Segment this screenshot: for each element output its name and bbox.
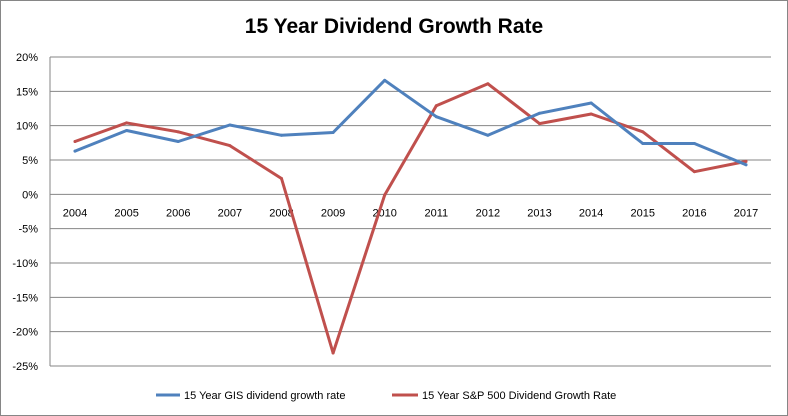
x-tick-label: 2017 — [734, 207, 758, 219]
legend-item-1: 15 Year S&P 500 Dividend Growth Rate — [392, 390, 616, 402]
data-point — [73, 149, 77, 153]
data-point — [589, 101, 593, 105]
x-tick-label: 2006 — [166, 207, 190, 219]
y-tick-label: -25% — [12, 361, 38, 373]
data-point — [279, 177, 283, 181]
x-tick-label: 2012 — [476, 207, 500, 219]
legend-item-0: 15 Year GIS dividend growth rate — [156, 390, 345, 402]
data-point — [125, 128, 129, 132]
series-lines — [73, 78, 748, 355]
y-tick-label: 20% — [16, 52, 38, 64]
y-tick-label: 15% — [16, 86, 38, 98]
y-tick-label: 10% — [16, 121, 38, 133]
data-point — [434, 115, 438, 119]
data-point — [125, 121, 129, 125]
data-point — [73, 139, 77, 143]
data-point — [692, 170, 696, 174]
data-point — [486, 82, 490, 86]
series-line-0 — [73, 78, 748, 167]
data-point — [228, 144, 232, 148]
data-point — [692, 142, 696, 146]
data-point — [383, 78, 387, 82]
data-point — [279, 133, 283, 137]
legend: 15 Year GIS dividend growth rate 15 Year … — [156, 390, 616, 402]
x-axis-ticks: 2004 2005 2006 2007 2008 2009 2010 2011 2012 2013… — [63, 207, 758, 219]
chart-title: 15 Year Dividend Growth Rate — [245, 15, 543, 38]
gridlines — [49, 56, 771, 367]
y-tick-label: -5% — [18, 224, 38, 236]
y-tick-label: 5% — [22, 155, 38, 167]
x-tick-label: 2015 — [631, 207, 655, 219]
data-point — [434, 104, 438, 108]
data-point — [641, 142, 645, 146]
series-0 — [73, 78, 748, 167]
data-point — [176, 130, 180, 134]
x-tick-label: 2013 — [527, 207, 551, 219]
y-tick-label: -15% — [12, 292, 38, 304]
series-1 — [73, 82, 748, 355]
data-point — [331, 131, 335, 135]
data-point — [589, 112, 593, 116]
series-line-1 — [73, 82, 748, 355]
data-point — [176, 139, 180, 143]
x-tick-label: 2008 — [269, 207, 293, 219]
x-tick-label: 2011 — [424, 207, 448, 219]
data-point — [641, 130, 645, 134]
y-tick-label: 0% — [22, 189, 38, 201]
x-tick-label: 2016 — [682, 207, 706, 219]
data-point — [486, 133, 490, 137]
x-tick-label: 2009 — [321, 207, 345, 219]
data-point — [331, 351, 335, 355]
data-point — [383, 193, 387, 197]
data-point — [744, 159, 748, 163]
data-point — [538, 111, 542, 115]
x-tick-label: 2014 — [579, 207, 603, 219]
data-point — [228, 123, 232, 127]
legend-label: 15 Year S&P 500 Dividend Growth Rate — [422, 390, 616, 402]
data-point — [744, 163, 748, 167]
data-point — [538, 122, 542, 126]
x-tick-label: 2004 — [63, 207, 87, 219]
y-tick-label: -10% — [12, 258, 38, 270]
x-tick-label: 2007 — [218, 207, 242, 219]
legend-label: 15 Year GIS dividend growth rate — [184, 390, 345, 402]
y-axis-ticks: 20% 15% 10% 5% 0% -5% -10% -15% -20% -25% — [12, 52, 38, 373]
y-tick-label: -20% — [12, 327, 38, 339]
x-tick-label: 2005 — [114, 207, 138, 219]
